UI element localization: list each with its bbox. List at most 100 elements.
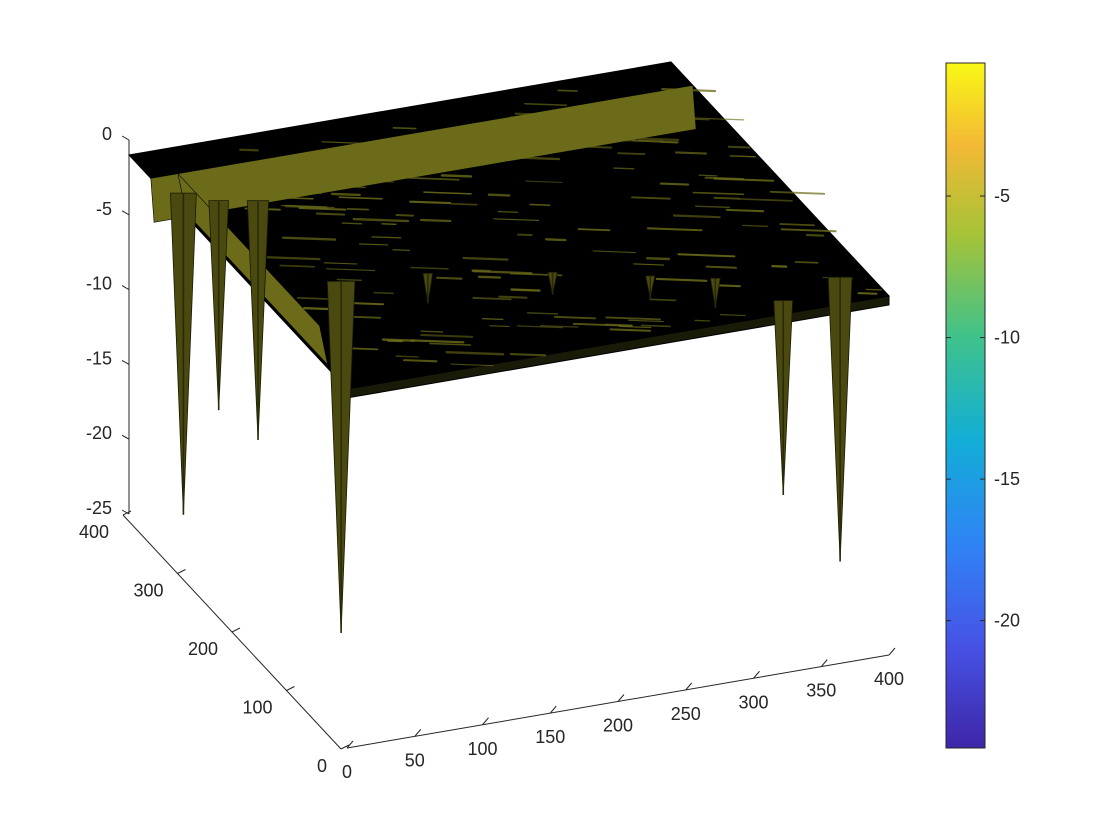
- surface-texture-streak: [539, 324, 579, 328]
- surface-texture-streak: [450, 202, 478, 206]
- surface-texture-streak: [462, 256, 509, 261]
- surface-texture-streak: [348, 347, 379, 351]
- surface-texture-streak: [738, 198, 793, 202]
- surface-texture-streak: [348, 302, 385, 306]
- z-tick-mark: [121, 210, 130, 216]
- surface-texture-streak: [373, 142, 421, 147]
- z-tick-mark: [121, 509, 130, 515]
- surface-texture-streak: [526, 312, 559, 315]
- surface-texture-streak: [516, 233, 533, 237]
- surface-texture-streak: [319, 185, 366, 189]
- surface-texture-streak: [392, 249, 411, 251]
- surface-texture-streak: [348, 179, 394, 183]
- y-tick-label: 400: [79, 522, 109, 542]
- surface-texture-streak: [409, 200, 452, 205]
- surface-texture-streak: [423, 191, 472, 195]
- surface-texture-streak: [646, 227, 703, 232]
- x-tick-label: 200: [603, 716, 633, 736]
- surface-texture-streak: [303, 306, 334, 311]
- surface-texture-streak: [323, 262, 358, 265]
- surface-texture-streak: [694, 319, 711, 322]
- z-tick-label: -20: [86, 423, 112, 443]
- surface-texture-streak: [729, 155, 756, 158]
- surface-texture-streak: [266, 190, 323, 195]
- surface-texture-streak: [489, 325, 510, 328]
- surface-texture-streak: [794, 261, 819, 264]
- surface-texture-streak: [605, 316, 661, 321]
- y-tick-label: 100: [242, 698, 272, 718]
- x-tick-mark: [549, 705, 557, 714]
- surface-texture-streak: [481, 317, 504, 321]
- surface-texture-streak: [692, 191, 745, 196]
- surface-texture-streak: [698, 174, 718, 177]
- x-tick-label: 350: [806, 681, 836, 701]
- surface-texture-streak: [674, 151, 708, 155]
- surface-texture-streak: [338, 196, 383, 200]
- surface-texture-streak: [719, 314, 746, 317]
- surface-texture-streak: [321, 141, 364, 144]
- surface-texture-streak: [741, 224, 769, 228]
- surface-texture-streak: [694, 205, 731, 209]
- z-tick-label: -15: [86, 348, 112, 368]
- y-tick-label: 200: [188, 639, 218, 659]
- surface-texture-streak: [410, 339, 465, 344]
- surface-plot: [128, 61, 890, 633]
- x-tick-mark: [753, 670, 760, 679]
- surface-texture-streak: [352, 217, 410, 223]
- colorbar-tick-label: -5: [994, 186, 1010, 206]
- z-tick-mark: [121, 135, 130, 141]
- surface-texture-streak: [611, 138, 664, 143]
- surface-texture-streak: [655, 277, 708, 282]
- surface-texture-streak: [477, 275, 502, 279]
- surface-texture-streak: [637, 137, 680, 142]
- y-tick-mark: [177, 569, 186, 574]
- surface-texture-streak: [562, 144, 613, 149]
- z-tick-mark: [121, 285, 130, 291]
- surface-texture-streak: [419, 145, 440, 148]
- surface-texture-streak: [633, 263, 665, 266]
- surface-texture-streak: [330, 192, 361, 197]
- surface-texture-streak: [628, 319, 665, 323]
- x-tick-mark: [414, 729, 422, 737]
- x-tick-mark: [346, 740, 354, 749]
- surface-texture-streak: [779, 223, 815, 227]
- surface-texture-streak: [771, 264, 788, 268]
- surface-texture-streak: [509, 352, 547, 357]
- surface-top-face: [128, 61, 890, 390]
- x-tick-label: 0: [342, 762, 352, 782]
- z-tick-label: -10: [86, 274, 112, 294]
- surface-texture-streak: [805, 233, 825, 237]
- surface-texture-streak: [618, 325, 652, 329]
- surface-texture-streak: [649, 298, 677, 302]
- surface-texture-streak: [516, 325, 564, 329]
- surface-texture-streak: [857, 292, 878, 295]
- x-tick-mark: [888, 647, 896, 656]
- surface-texture-streak: [402, 359, 438, 363]
- surface-texture-streak: [420, 330, 444, 333]
- surface-texture-streak: [440, 174, 473, 178]
- surface-texture-streak: [557, 89, 578, 92]
- y-tick-label: 300: [133, 581, 163, 601]
- surface-texture-streak: [577, 228, 611, 232]
- surface-texture-streak: [394, 159, 418, 162]
- x-tick-mark: [617, 694, 625, 702]
- colorbar-tick-label: -15: [994, 469, 1020, 489]
- x-tick-mark: [482, 717, 489, 726]
- x-tick-mark: [820, 659, 828, 667]
- surface-texture-streak: [430, 133, 477, 137]
- y-tick-mark: [231, 627, 241, 633]
- surface-texture-streak: [514, 112, 539, 116]
- surface-texture-streak: [705, 265, 738, 269]
- surface-texture-streak: [617, 152, 646, 156]
- surface-texture-streak: [704, 176, 744, 181]
- surface-texture-streak: [524, 102, 568, 106]
- surface-texture-streak: [553, 315, 596, 320]
- surface-texture-streak: [420, 333, 474, 338]
- surface-texture-streak: [346, 207, 370, 211]
- surface-texture-streak: [341, 222, 363, 225]
- surface-texture-streak: [725, 208, 765, 213]
- surface-texture-streak: [472, 269, 533, 275]
- surface-texture-streak: [331, 182, 360, 186]
- surface-texture-streak: [285, 175, 315, 179]
- surface-texture-streak: [395, 355, 419, 358]
